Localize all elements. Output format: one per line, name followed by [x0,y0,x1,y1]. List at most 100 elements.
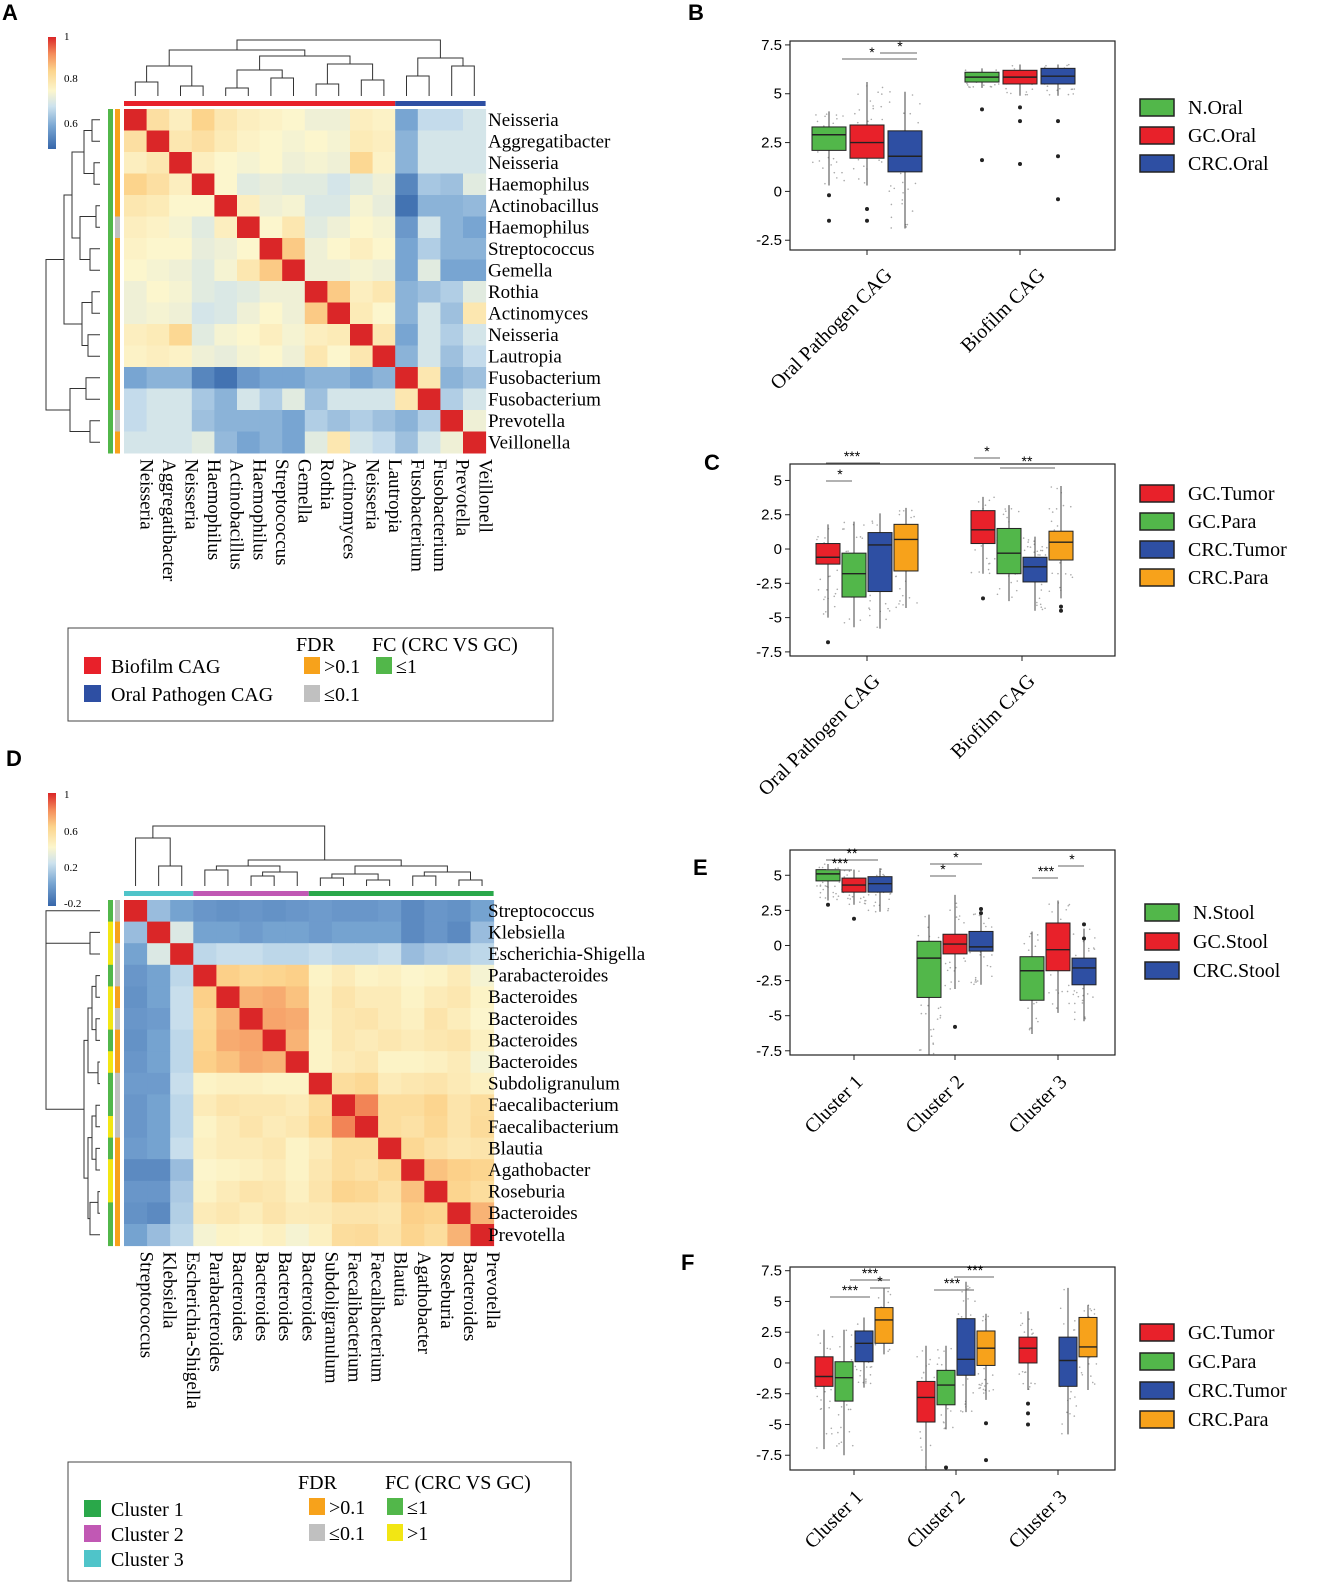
jitter-point [887,1350,889,1352]
jitter-point [888,101,891,103]
row-label: Agathobacter [488,1160,591,1181]
jitter-point [944,984,946,987]
jitter-point [889,91,891,93]
jitter-point [1050,520,1053,523]
jitter-point [845,1404,848,1406]
heat-cell [285,921,310,944]
row-label: Streptococcus [488,901,595,922]
legend-fdr-title: FDR [296,634,336,656]
significance-label: * [877,1273,883,1289]
color-scale-tick: 1 [64,31,70,43]
row-label: Bacteroides [488,1030,578,1051]
jitter-point [977,501,980,503]
jitter-point [819,1408,822,1410]
jitter-point [964,960,967,962]
heat-cell [216,921,240,944]
heat-cell [327,345,351,368]
jitter-point [1027,539,1030,541]
jitter-point [1040,549,1042,552]
heat-cell [146,345,170,368]
heat-cell [216,1137,240,1160]
jitter-point [1093,1308,1096,1311]
jitter-point [1031,88,1034,90]
heat-cell [401,986,425,1009]
heat-cell [262,1137,287,1160]
jitter-point [1055,508,1058,510]
heat-cell [470,943,495,966]
jitter-point [869,100,872,102]
y-tick-label: 7.5 [761,37,782,54]
cluster-bar-1 [308,891,494,896]
jitter-point [1068,903,1071,906]
jitter-point [1024,93,1027,96]
jitter-point [1028,1318,1030,1320]
jitter-point [940,1363,943,1366]
jitter-point [1093,1383,1096,1385]
boxplot-e: 5 2.5 0 -2.5 -5 -7.5 Cluster 1 Cluster 2 Cluster… [756,845,1281,1138]
jitter-point [859,901,861,903]
heat-cell [237,259,261,282]
jitter-point [936,1363,939,1365]
jitter-point [1038,597,1041,600]
dendrogram-branch [89,420,100,443]
legend-swatch-GC.Oral [1139,126,1175,145]
jitter-point [937,936,940,939]
heat-cell [169,173,193,196]
heat-cell [259,388,283,411]
jitter-point [848,870,851,872]
heat-cell [331,1224,356,1247]
jitter-point [831,1432,833,1435]
dendrogram-branch [360,79,385,96]
heat-cell [424,1072,448,1095]
row-label: Rothia [488,282,539,303]
box-CRC.Stool [1071,957,1097,986]
jitter-point [1082,987,1084,990]
legend-swatch-CRC.Tumor [1139,540,1175,559]
color-scale-tick: 0.8 [64,73,78,85]
heat-cell [146,281,170,303]
jitter-point [1050,486,1053,488]
jitter-point [985,925,987,928]
heat-cell [262,1180,287,1203]
jitter-point [1037,939,1039,941]
panel-letter-d: D [6,746,22,771]
heat-cell [282,173,306,196]
heat-cell [355,1072,379,1095]
jitter-point [987,917,990,920]
col-label: Escherichia-Shigella [182,1252,203,1410]
jitter-point [977,1373,980,1375]
jitter-point [854,1365,857,1368]
cluster-bar-2 [193,891,309,896]
heat-cell [424,943,448,966]
jitter-point [1061,990,1063,993]
jitter-point [1067,904,1070,907]
jitter-point [929,1444,932,1447]
jitter-point [1046,85,1049,87]
jitter-point [888,1348,891,1351]
jitter-point [990,926,993,928]
jitter-point [1056,487,1058,490]
heat-cell [308,1224,333,1247]
heat-cell [214,130,238,153]
fdr-annotation-cell [115,1137,120,1160]
jitter-point [869,614,871,617]
heat-cell [193,1224,217,1247]
jitter-point [898,513,901,516]
legend-d-label-fc-low: ≤1 [407,1497,428,1519]
heat-cell [424,1008,448,1031]
heat-cell [216,1180,240,1203]
heat-cell [355,900,379,923]
jitter-point [1069,1397,1071,1400]
jitter-point [994,83,996,86]
significance-label: * [897,38,903,54]
jitter-point [887,1301,890,1304]
heat-cell [440,410,464,432]
heat-cell [191,281,215,303]
heat-cell [285,1180,310,1203]
heat-cell [259,152,283,174]
outlier-point [981,596,985,601]
heat-cell [193,1094,217,1117]
heat-cell [417,152,441,174]
heat-cell [147,1159,171,1182]
legend-swatch-fdr-high [304,657,320,674]
